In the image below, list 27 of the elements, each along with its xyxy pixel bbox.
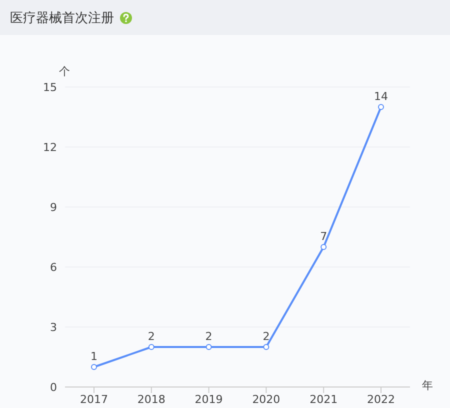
x-tick-label: 2017	[80, 392, 108, 406]
y-tick-label: 9	[50, 200, 57, 214]
y-axis-title: 个	[59, 65, 70, 78]
data-label: 14	[374, 90, 388, 103]
point	[378, 104, 384, 110]
y-tick-label: 0	[50, 380, 57, 394]
point	[91, 364, 97, 370]
point	[320, 244, 327, 250]
x-tick-label: 2022	[367, 392, 395, 406]
point	[206, 344, 212, 350]
y-tick-label: 3	[50, 320, 57, 334]
chart-title: 医疗器械首次注册	[10, 10, 114, 26]
y-tick-label: 12	[43, 140, 57, 154]
y-tick-label: 6	[50, 260, 57, 274]
x-tick-label: 2019	[194, 392, 223, 406]
data-label: 1	[90, 350, 98, 363]
data-label: 2	[148, 330, 155, 343]
point	[148, 344, 154, 350]
x-tick-label: 2018	[137, 392, 166, 406]
x-tick-label: 2020	[252, 392, 280, 406]
x-tick-label: 2021	[310, 392, 338, 406]
data-label: 7	[320, 230, 328, 243]
point	[263, 344, 270, 350]
data-label: 2	[205, 330, 212, 343]
y-tick-label: 15	[43, 80, 57, 94]
data-label: 2	[262, 330, 270, 343]
x-axis-title: 年	[422, 378, 433, 392]
